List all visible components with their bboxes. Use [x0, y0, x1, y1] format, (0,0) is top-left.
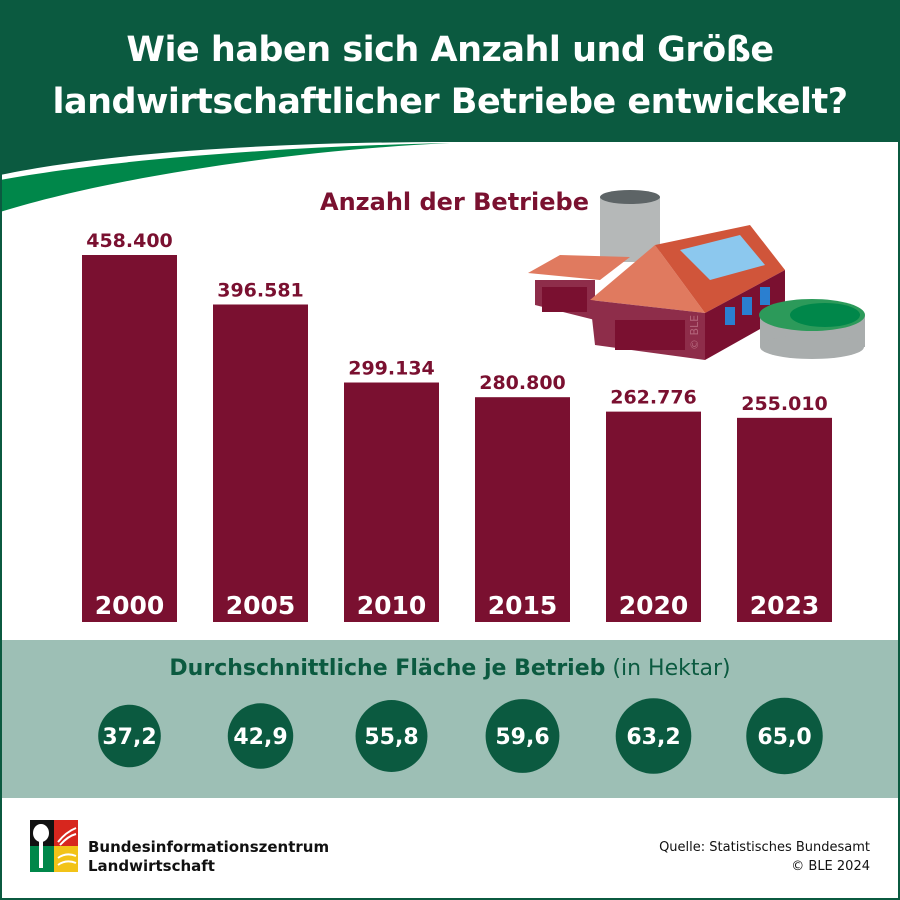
bar-value-label: 262.776 [610, 387, 697, 409]
logo-line-2: Landwirtschaft [88, 857, 215, 875]
area-circle [227, 703, 294, 769]
bar-2005 [213, 304, 308, 622]
bar-2023 [737, 417, 832, 622]
logo-line-1: Bundesinformationszentrum [88, 838, 330, 856]
year-label: 2010 [357, 591, 427, 620]
copyright-text: © BLE 2024 [791, 859, 870, 874]
bar-2010 [344, 382, 439, 622]
area-value: 37,2 [102, 725, 156, 750]
area-title-text: Durchschnittliche Fläche je Betrieb [169, 656, 606, 681]
area-value: 55,8 [364, 725, 418, 750]
area-circle [98, 704, 161, 768]
area-value: 59,6 [495, 725, 549, 750]
area-circle [615, 698, 692, 774]
area-title: Durchschnittliche Fläche je Betrieb (in … [0, 656, 900, 681]
source-text: Quelle: Statistisches Bundesamt [659, 840, 870, 855]
bar-value-label: 458.400 [86, 230, 173, 252]
area-unit: (in Hektar) [612, 656, 731, 681]
year-label: 2000 [95, 591, 165, 620]
bar-2015 [475, 397, 570, 622]
svg-text:© BLE: © BLE [688, 315, 701, 350]
bar-2020 [606, 411, 701, 622]
bar-value-label: 280.800 [479, 372, 566, 394]
area-circles: 37,2 42,9 55,8 59,6 63,2 65,0 [98, 697, 823, 775]
area-value: 42,9 [233, 725, 287, 750]
bar-2000 [82, 255, 177, 622]
title-line-1: Wie haben sich Anzahl und Größe [126, 30, 774, 70]
header-background [0, 0, 900, 212]
bar-value-label: 255.010 [741, 393, 828, 415]
area-circle [485, 699, 560, 773]
area-circle [746, 697, 823, 775]
year-label: 2005 [226, 591, 296, 620]
bar-chart: 458.400 2000 396.581 2005 299.134 2010 280.800… [82, 230, 832, 622]
area-value: 63,2 [626, 725, 680, 750]
year-label: 2020 [619, 591, 689, 620]
year-label: 2023 [750, 591, 820, 620]
farm-illustration-icon: © BLE [528, 190, 865, 360]
bzl-logo-icon [30, 820, 78, 872]
year-label: 2015 [488, 591, 558, 620]
chart-title: Anzahl der Betriebe [320, 188, 589, 216]
area-value: 65,0 [757, 725, 811, 750]
bar-value-label: 396.581 [217, 279, 304, 301]
area-circle [355, 700, 428, 772]
title-line-2: landwirtschaftlicher Betriebe entwickelt… [52, 82, 848, 122]
bar-value-label: 299.134 [348, 358, 435, 380]
